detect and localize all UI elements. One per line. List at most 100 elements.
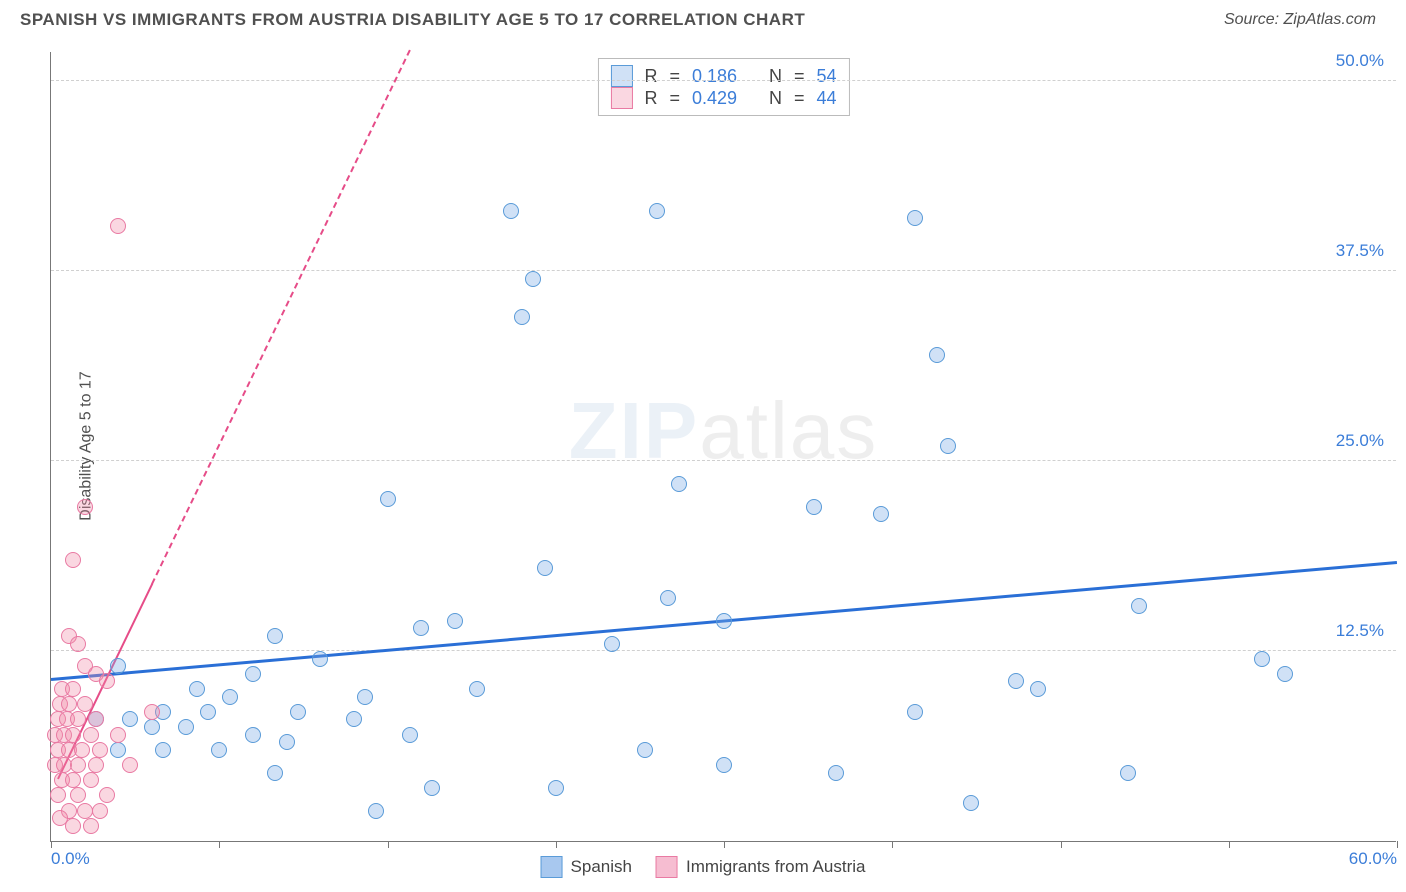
data-point — [525, 271, 541, 287]
data-point — [267, 628, 283, 644]
data-point — [178, 719, 194, 735]
scatter-plot-area: ZIPatlas R= 0.186 N= 54 R= 0.429 N= 44 1… — [50, 52, 1396, 842]
data-point — [99, 787, 115, 803]
data-point — [1254, 651, 1270, 667]
data-point — [52, 810, 68, 826]
x-tick — [892, 841, 893, 848]
data-point — [806, 499, 822, 515]
data-point — [92, 803, 108, 819]
data-point — [637, 742, 653, 758]
data-point — [222, 689, 238, 705]
data-point — [77, 803, 93, 819]
data-point — [413, 620, 429, 636]
data-point — [50, 787, 66, 803]
data-point — [83, 818, 99, 834]
legend-swatch-spanish — [541, 856, 563, 878]
data-point — [122, 711, 138, 727]
data-point — [110, 218, 126, 234]
data-point — [548, 780, 564, 796]
legend-item-spanish: Spanish — [541, 856, 632, 878]
data-point — [77, 696, 93, 712]
data-point — [1131, 598, 1147, 614]
legend-label-austria: Immigrants from Austria — [686, 857, 866, 877]
data-point — [828, 765, 844, 781]
data-point — [1277, 666, 1293, 682]
gridline — [51, 270, 1396, 271]
data-point — [907, 210, 923, 226]
data-point — [110, 727, 126, 743]
series-legend: Spanish Immigrants from Austria — [541, 856, 866, 878]
data-point — [110, 742, 126, 758]
data-point — [74, 742, 90, 758]
data-point — [279, 734, 295, 750]
chart-header: SPANISH VS IMMIGRANTS FROM AUSTRIA DISAB… — [0, 0, 1406, 40]
y-tick-label: 25.0% — [1336, 431, 1384, 451]
data-point — [537, 560, 553, 576]
legend-swatch-austria — [656, 856, 678, 878]
r-value-spanish: 0.186 — [692, 66, 737, 87]
data-point — [907, 704, 923, 720]
data-point — [1008, 673, 1024, 689]
data-point — [83, 727, 99, 743]
x-tick-label: 0.0% — [51, 849, 90, 869]
x-tick — [724, 841, 725, 848]
data-point — [671, 476, 687, 492]
data-point — [211, 742, 227, 758]
x-tick — [219, 841, 220, 848]
data-point — [70, 757, 86, 773]
gridline — [51, 80, 1396, 81]
data-point — [649, 203, 665, 219]
data-point — [65, 772, 81, 788]
data-point — [245, 727, 261, 743]
data-point — [660, 590, 676, 606]
data-point — [940, 438, 956, 454]
data-point — [312, 651, 328, 667]
data-point — [929, 347, 945, 363]
data-point — [1030, 681, 1046, 697]
data-point — [716, 613, 732, 629]
data-point — [155, 742, 171, 758]
data-point — [503, 203, 519, 219]
data-point — [65, 552, 81, 568]
data-point — [604, 636, 620, 652]
data-point — [122, 757, 138, 773]
watermark: ZIPatlas — [569, 385, 878, 477]
trend-line — [151, 50, 411, 585]
data-point — [92, 742, 108, 758]
n-value-spanish: 54 — [817, 66, 837, 87]
data-point — [290, 704, 306, 720]
data-point — [144, 719, 160, 735]
swatch-spanish — [610, 65, 632, 87]
data-point — [245, 666, 261, 682]
data-point — [65, 818, 81, 834]
data-point — [402, 727, 418, 743]
data-point — [469, 681, 485, 697]
data-point — [99, 673, 115, 689]
r-value-austria: 0.429 — [692, 88, 737, 109]
x-tick — [1397, 841, 1398, 848]
data-point — [963, 795, 979, 811]
x-tick — [556, 841, 557, 848]
stats-row-spanish: R= 0.186 N= 54 — [610, 65, 836, 87]
data-point — [65, 727, 81, 743]
data-point — [200, 704, 216, 720]
n-value-austria: 44 — [817, 88, 837, 109]
data-point — [70, 636, 86, 652]
legend-label-spanish: Spanish — [571, 857, 632, 877]
data-point — [77, 499, 93, 515]
data-point — [189, 681, 205, 697]
data-point — [61, 696, 77, 712]
data-point — [424, 780, 440, 796]
data-point — [70, 711, 86, 727]
gridline — [51, 650, 1396, 651]
y-tick-label: 12.5% — [1336, 621, 1384, 641]
data-point — [873, 506, 889, 522]
data-point — [357, 689, 373, 705]
data-point — [65, 681, 81, 697]
x-tick-label: 60.0% — [1349, 849, 1397, 869]
data-point — [83, 772, 99, 788]
gridline — [51, 460, 1396, 461]
data-point — [110, 658, 126, 674]
chart-title: SPANISH VS IMMIGRANTS FROM AUSTRIA DISAB… — [20, 10, 805, 30]
data-point — [88, 711, 104, 727]
